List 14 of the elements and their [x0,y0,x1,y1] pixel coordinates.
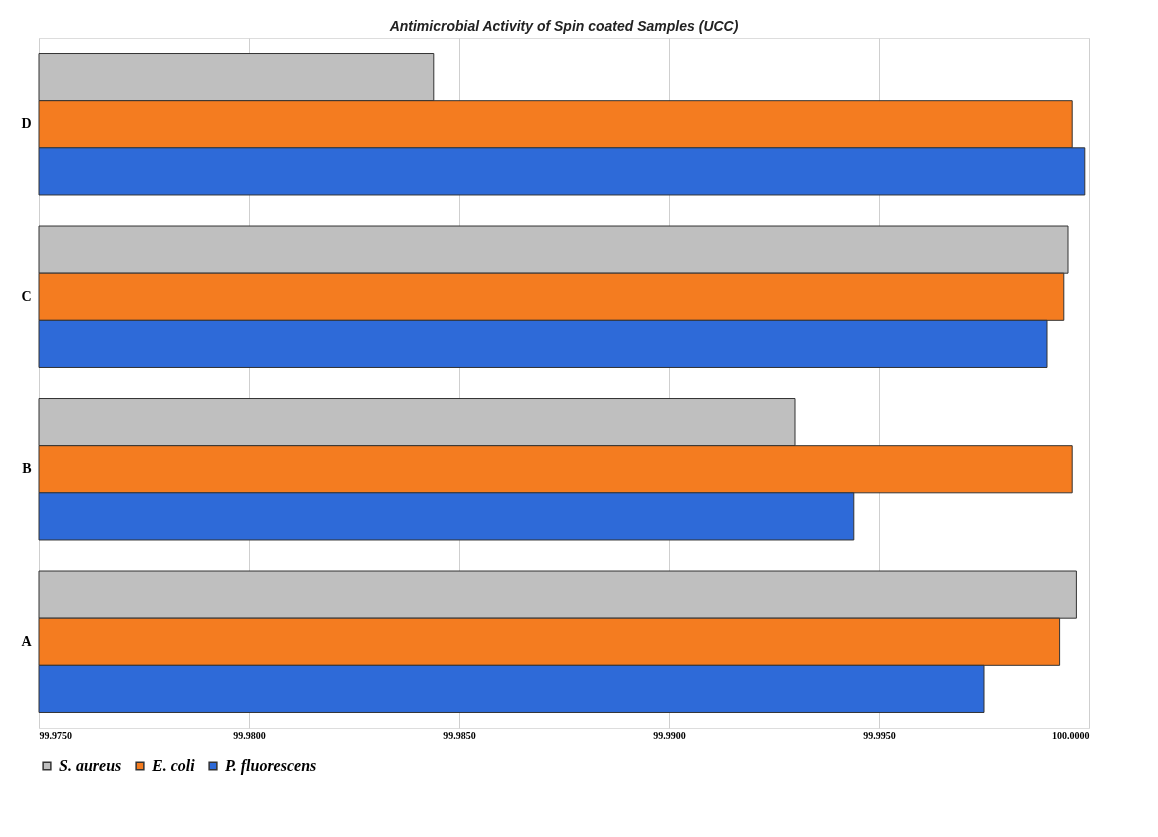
x-tick-label: 99.9950 [863,729,896,741]
x-tick-label: 99.9900 [653,729,686,741]
y-tick-label: B [22,461,32,477]
x-tick-label: 100.0000 [1052,729,1090,741]
y-tick-label: D [21,116,32,132]
legend-label: P. fluorescens [224,757,317,775]
chart-title: Antimicrobial Activity of Spin coated Samples (UCC) [388,18,739,34]
y-tick-label: C [21,288,32,304]
x-tick-label: 99.9750 [39,729,72,741]
legend-label: S. aureus [59,757,122,774]
y-tick-label: A [21,633,33,649]
x-tick-label: 99.9850 [443,729,476,741]
legend-label: E. coli [151,757,196,774]
x-tick-label: 99.9800 [233,729,266,741]
